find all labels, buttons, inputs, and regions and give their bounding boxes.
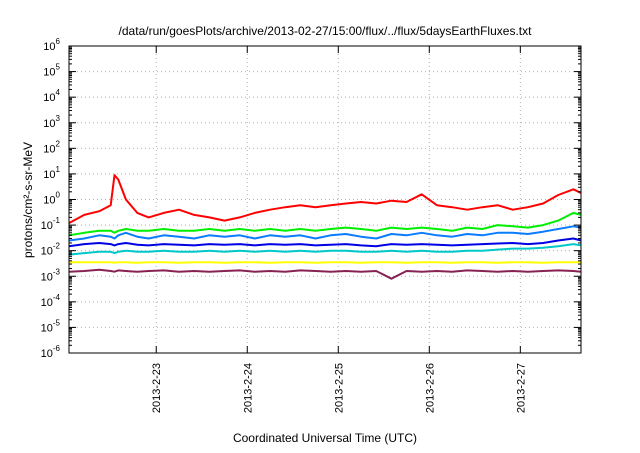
x-tick-label: 2013-2-24 [242, 363, 254, 413]
x-axis-label: Coordinated Universal Time (UTC) [233, 431, 417, 445]
x-tick-label: 2013-2-25 [333, 363, 345, 413]
x-tick-label: 2013-2-26 [424, 363, 436, 413]
x-tick-label: 2013-2-23 [151, 363, 163, 413]
chart-title: /data/run/goesPlots/archive/2013-02-27/1… [119, 24, 533, 38]
x-tick-label: 2013-2-27 [515, 363, 527, 413]
y-axis-label: protons/cm²-s-sr-MeV [21, 142, 35, 258]
